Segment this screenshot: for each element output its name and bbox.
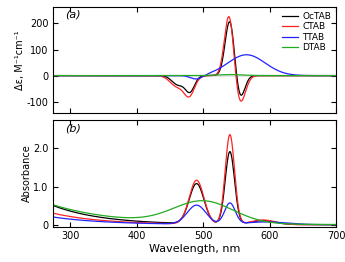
TTAB [147,74,151,77]
DTAB [51,74,56,77]
TTAB [89,74,93,77]
Legend: OcTAB, CTAB, TTAB, DTAB: OcTAB, CTAB, TTAB, DTAB [281,11,332,53]
CTAB [227,15,231,18]
CTAB [89,74,93,77]
CTAB [174,85,178,89]
OcTAB [174,83,178,86]
TTAB [99,74,103,77]
TTAB [51,74,56,77]
DTAB [174,74,178,77]
DTAB [200,74,204,77]
OcTAB [227,20,231,23]
TTAB [174,74,178,77]
DTAB [206,74,210,77]
CTAB [147,74,151,77]
OcTAB [99,74,103,77]
CTAB [206,74,210,77]
Y-axis label: Δε, M⁻¹cm⁻¹: Δε, M⁻¹cm⁻¹ [15,30,25,90]
DTAB [228,73,232,76]
OcTAB [51,74,56,77]
Line: CTAB: CTAB [53,17,336,101]
CTAB [51,74,56,77]
TTAB [244,53,248,56]
DTAB [89,74,93,77]
Text: (a): (a) [65,10,80,20]
Y-axis label: Absorbance: Absorbance [22,144,32,202]
OcTAB [89,74,93,77]
Line: DTAB: DTAB [53,75,336,76]
CTAB [99,74,103,77]
DTAB [99,74,103,77]
TTAB [200,75,205,78]
OcTAB [239,94,243,97]
X-axis label: Wavelength, nm: Wavelength, nm [149,244,240,254]
CTAB [200,75,204,78]
CTAB [334,74,338,77]
DTAB [147,74,151,77]
TTAB [334,74,338,77]
TTAB [206,72,210,75]
TTAB [194,77,198,80]
CTAB [239,100,243,103]
OcTAB [200,75,204,78]
OcTAB [206,74,210,77]
Line: OcTAB: OcTAB [53,22,336,95]
OcTAB [334,74,338,77]
DTAB [334,74,338,77]
Text: (b): (b) [65,123,81,133]
Line: TTAB: TTAB [53,55,336,79]
OcTAB [147,74,151,77]
